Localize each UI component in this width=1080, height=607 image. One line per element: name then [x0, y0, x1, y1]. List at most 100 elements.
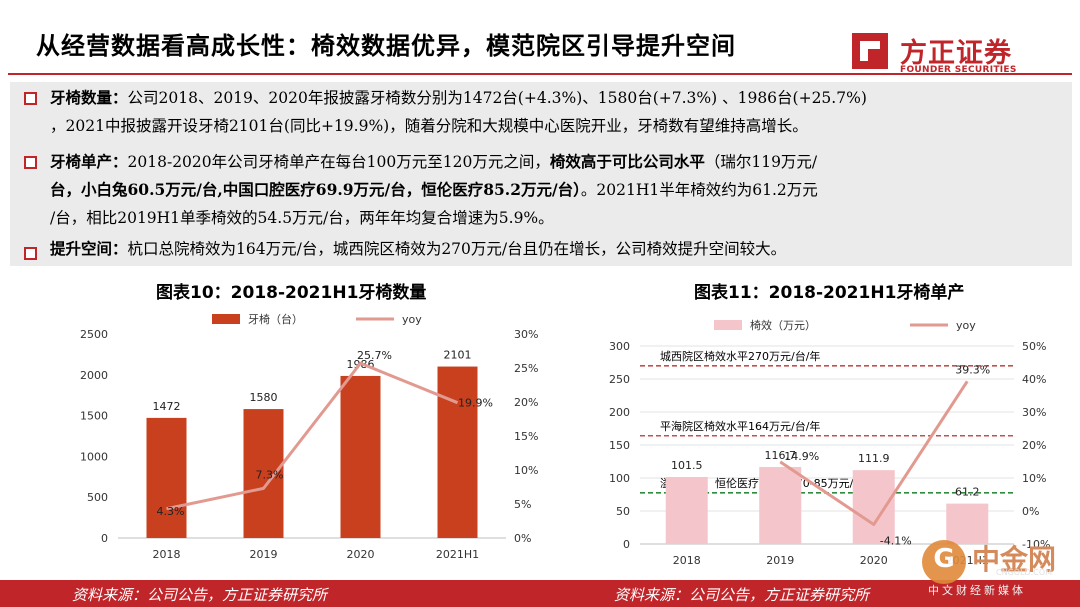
- bar-2018: [146, 417, 187, 538]
- bullet-line: ，2021中报披露开设牙椅2101台(同比+19.9%)，随着分院和大规模中心医…: [50, 117, 808, 135]
- cngold-glyph: G: [933, 544, 955, 574]
- cngold-subtitle: 中文财经新媒体: [928, 584, 1026, 597]
- bullet-text: 2018-2020年公司牙椅单产在每台100万元至120万元之间，: [127, 153, 550, 171]
- yoy-value-label: 25.7%: [357, 349, 392, 362]
- yoy-value-label: 19.9%: [458, 397, 493, 410]
- bullet-line: 提升空间：杭口总院椅效为164万元/台，城西院区椅效为270万元/台且仍在增长，…: [50, 235, 1068, 263]
- y-right-tick-label: 20%: [1022, 439, 1046, 452]
- x-tick-label: 2021H1: [436, 548, 479, 561]
- yoy-value-label: -4.1%: [880, 535, 912, 548]
- bullet-square-icon: [24, 247, 37, 260]
- y-right-tick-label: 0%: [514, 532, 531, 545]
- cngold-logo-icon: G: [922, 540, 966, 584]
- y-left-tick-label: 200: [609, 406, 630, 419]
- bar-value-label: 1472: [153, 400, 181, 413]
- y-left-tick-label: 50: [616, 505, 630, 518]
- bar-2018: [665, 477, 708, 544]
- reference-line-label: 城西院区椅效水平270万元/台/年: [660, 349, 820, 363]
- footer-bar: 资料来源：公司公告，方正证券研究所 资料来源：公司公告，方正证券研究所: [0, 580, 1080, 607]
- y-left-tick-label: 300: [609, 340, 630, 353]
- yoy-value-label: 4.3%: [157, 505, 185, 518]
- bar-value-label: 111.9: [858, 452, 890, 465]
- bar-value-label: 101.5: [671, 459, 703, 472]
- x-tick-label: 2018: [673, 554, 701, 567]
- legend-bar-label: 椅效（万元）: [750, 318, 816, 332]
- bullet-square-icon: [24, 156, 37, 169]
- bullet-lead: 牙椅数量：: [50, 88, 128, 107]
- bullet-highlight: 台，小白兔60.5万元/台,中国口腔医疗69.9万元/台，恒伦医疗85.2万元/…: [50, 180, 581, 199]
- reference-line-label: 平海院区椅效水平164万元/台/年: [660, 419, 820, 433]
- cngold-name: 中金网: [972, 543, 1057, 576]
- founder-logo-icon: [852, 33, 888, 69]
- bar-2020: [340, 375, 381, 538]
- legend-bar-label: 牙椅（台）: [248, 312, 303, 326]
- title-divider: [8, 73, 1072, 75]
- logo-en-text: FOUNDER SECURITIES: [900, 65, 1017, 75]
- bar-2019: [759, 466, 802, 544]
- bullet-lead: 牙椅单产：: [50, 152, 128, 171]
- y-right-tick-label: 50%: [1022, 340, 1046, 353]
- y-left-tick-label: 500: [87, 491, 108, 504]
- chart10-chair-count: 0 500 1000 1500 2000 2500 0% 5% 10% 15% 20% 25% 30% 1…: [80, 312, 538, 561]
- y-left-tick-label: 150: [609, 439, 630, 452]
- y-right-tick-label: 10%: [514, 464, 538, 477]
- bullet-text: （瑞尔119万元/: [704, 153, 818, 171]
- yoy-value-label: 14.9%: [784, 450, 819, 463]
- cngold-watermark: G 中金网 CNGOLD.COM 中文财经新媒体: [922, 538, 1072, 604]
- bar-value-label: 116.7: [765, 449, 797, 462]
- yoy-value-label: 39.3%: [955, 363, 990, 376]
- x-tick-label: 2019: [766, 554, 794, 567]
- y-right-tick-label: 40%: [1022, 373, 1046, 386]
- legend-bar-swatch: [212, 314, 240, 324]
- y-right-tick-label: -10%: [1022, 538, 1050, 551]
- bullet-text: 公司2018、2019、2020年报披露牙椅数分别为1472台(+4.3%)、1…: [127, 89, 867, 107]
- y-left-tick-label: 2500: [80, 328, 108, 341]
- yoy-line: [779, 380, 969, 527]
- bullet-text: 杭口总院椅效为164万元/台，城西院区椅效为270万元/台且仍在增长，公司椅效提…: [127, 240, 787, 258]
- y-left-tick-label: 100: [609, 472, 630, 485]
- y-right-tick-label: 20%: [514, 396, 538, 409]
- founder-logo: 方正证券 FOUNDER SECURITIES: [848, 29, 1048, 77]
- bar-value-label: 61.2: [955, 486, 980, 499]
- bullet-panel: 牙椅数量：公司2018、2019、2020年报披露牙椅数分别为1472台(+4.…: [10, 82, 1072, 266]
- y-right-tick-label: 10%: [1022, 472, 1046, 485]
- y-right-tick-label: 0%: [1022, 505, 1039, 518]
- bar-value-label: 1580: [250, 391, 278, 404]
- footer-source-right: 资料来源：公司公告，方正证券研究所: [614, 586, 870, 604]
- x-tick-label: 2019: [250, 548, 278, 561]
- footer-source-left: 资料来源：公司公告，方正证券研究所: [72, 586, 328, 604]
- bullet-text: 。2021H1半年椅效约为61.2万元: [580, 181, 818, 199]
- y-left-tick-label: 0: [101, 532, 108, 545]
- legend-line-label: yoy: [956, 319, 976, 332]
- bullet-line: 牙椅数量：公司2018、2019、2020年报披露牙椅数分别为1472台(+4.…: [50, 84, 1068, 112]
- x-tick-label: 2020: [347, 548, 375, 561]
- y-right-tick-label: 15%: [514, 430, 538, 443]
- bar-2020: [852, 470, 895, 544]
- legend-bar-swatch: [714, 320, 742, 330]
- chart10-title: 图表10：2018-2021H1牙椅数量: [156, 283, 427, 303]
- y-right-tick-label: 5%: [514, 498, 531, 511]
- x-tick-label: 2020: [860, 554, 888, 567]
- yoy-line: [166, 361, 459, 511]
- bar-value-label: 2101: [444, 349, 472, 362]
- bullet-line: 牙椅单产：2018-2020年公司牙椅单产在每台100万元至120万元之间，椅效…: [50, 148, 1068, 176]
- cngold-url: CNGOLD.COM: [996, 568, 1053, 577]
- y-left-tick-label: 1500: [80, 410, 108, 423]
- bullet-lead: 提升空间：: [50, 239, 128, 258]
- y-left-tick-label: 1000: [80, 450, 108, 463]
- y-left-tick-label: 250: [609, 373, 630, 386]
- y-right-tick-label: 25%: [514, 362, 538, 375]
- bullet-square-icon: [24, 92, 37, 105]
- y-left-tick-label: 0: [623, 538, 630, 551]
- bar-2021H1: [437, 366, 478, 538]
- y-right-tick-label: 30%: [514, 328, 538, 341]
- logo-cn-text: 方正证券: [900, 38, 1012, 69]
- y-right-tick-label: 30%: [1022, 406, 1046, 419]
- y-left-tick-label: 2000: [80, 369, 108, 382]
- chart11-chair-output: 0 50 100 150 200 250 300 -10% 0% 10% 20% 30% 40% 50% 城…: [609, 318, 1050, 567]
- bullet-highlight: 椅效高于可比公司水平: [549, 152, 705, 171]
- slide-title: 从经营数据看高成长性：椅效数据优异，模范院区引导提升空间: [36, 31, 736, 60]
- yoy-value-label: 7.3%: [256, 468, 284, 481]
- bullet-line: /台，相比2019H1单季椅效的54.5万元/台，两年年均复合增速为5.9%。: [50, 209, 554, 227]
- bullet-line: 台，小白兔60.5万元/台,中国口腔医疗69.9万元/台，恒伦医疗85.2万元/…: [50, 176, 1068, 204]
